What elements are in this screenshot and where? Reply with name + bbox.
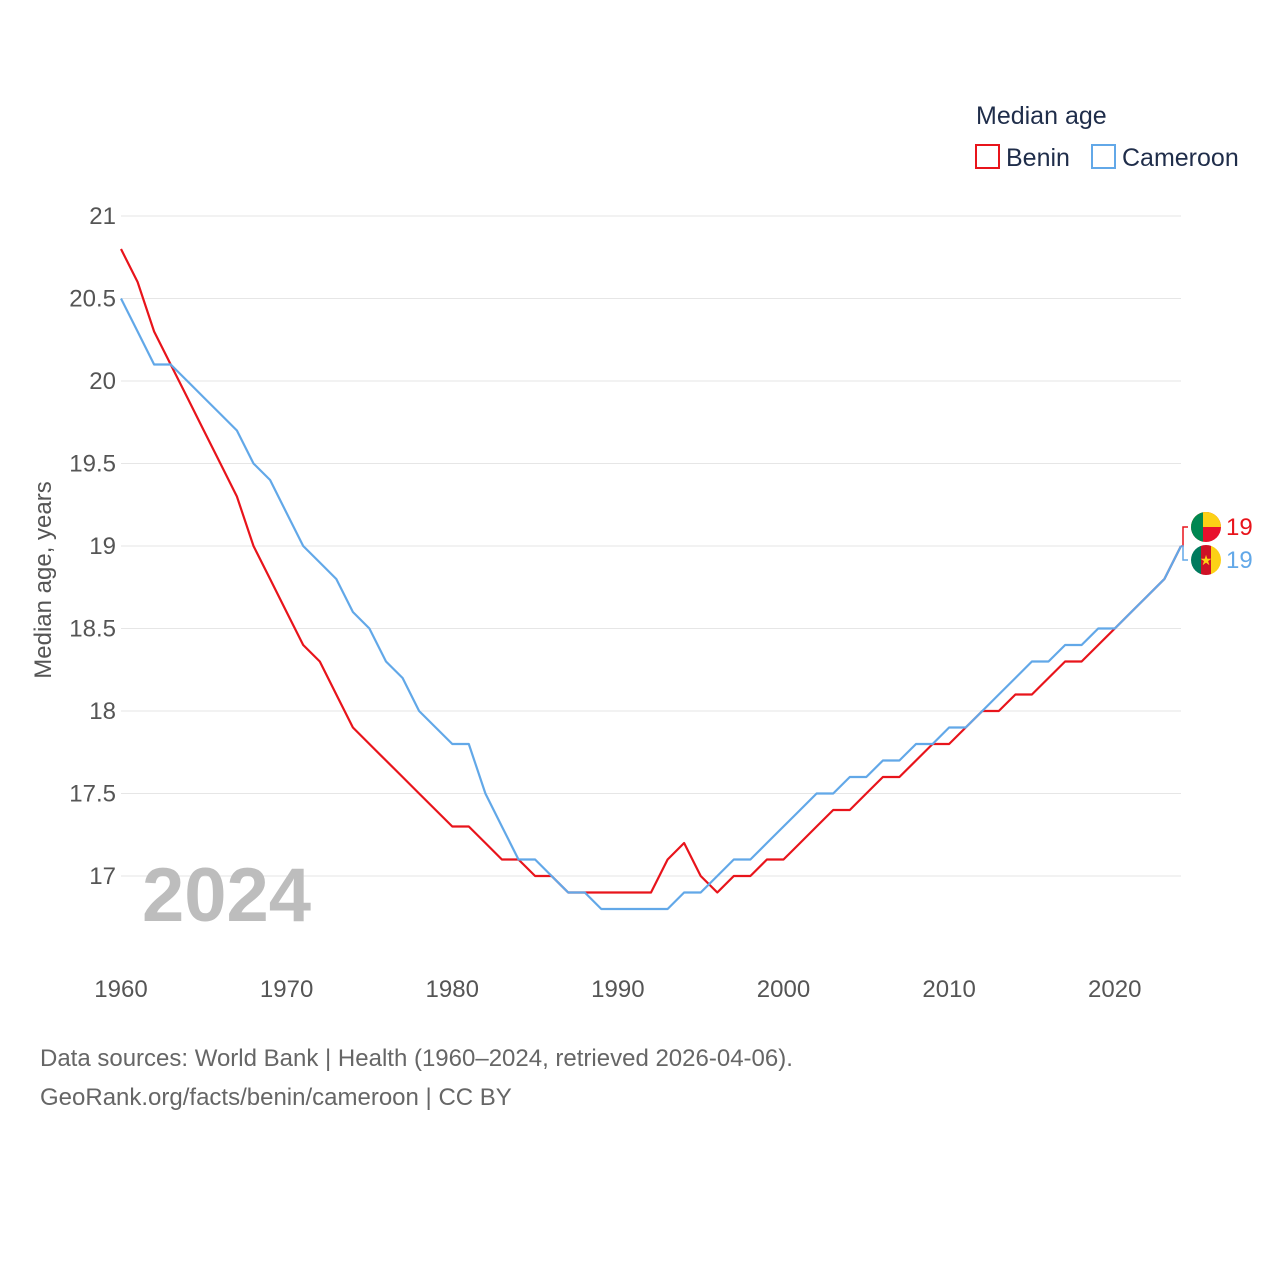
end-label-cameroon: 19 bbox=[1226, 547, 1253, 574]
x-tick-label: 1970 bbox=[260, 976, 313, 1003]
x-tick-label: 2000 bbox=[757, 976, 810, 1003]
cameroon-flag: ★ bbox=[1191, 545, 1221, 575]
y-tick-label: 18.5 bbox=[69, 616, 116, 643]
y-axis-label: Median age, years bbox=[30, 481, 57, 678]
legend-swatch-benin[interactable] bbox=[975, 144, 1000, 169]
end-label-benin: 19 bbox=[1226, 514, 1253, 541]
star-icon: ★ bbox=[1200, 553, 1213, 569]
x-tick-label: 2010 bbox=[922, 976, 975, 1003]
y-tick-label: 20 bbox=[89, 368, 116, 395]
x-tick-label: 1990 bbox=[591, 976, 644, 1003]
legend-title: Median age bbox=[976, 102, 1107, 130]
year-watermark: 2024 bbox=[142, 853, 311, 938]
legend: Median age Benin Cameroon bbox=[975, 102, 1239, 172]
y-tick-label: 20.5 bbox=[69, 286, 116, 313]
y-axis-ticks: 17 17.5 18 18.5 19 19.5 20 20.5 21 bbox=[69, 203, 116, 890]
y-tick-label: 18 bbox=[89, 698, 116, 725]
benin-flag bbox=[1191, 512, 1221, 542]
x-tick-label: 1960 bbox=[94, 976, 147, 1003]
y-tick-label: 21 bbox=[89, 203, 116, 230]
y-tick-label: 19 bbox=[89, 533, 116, 560]
series-lines bbox=[120, 248, 1182, 911]
x-tick-label: 1980 bbox=[426, 976, 479, 1003]
connector-cameroon bbox=[1181, 545, 1188, 561]
grid-lines bbox=[121, 215, 1181, 877]
legend-swatch-cameroon[interactable] bbox=[1091, 144, 1116, 169]
footer-sources: Data sources: World Bank | Health (1960–… bbox=[40, 1045, 793, 1072]
x-axis-ticks: 1960 1970 1980 1990 2000 2010 2020 bbox=[94, 976, 1141, 1003]
legend-label-cameroon[interactable]: Cameroon bbox=[1122, 144, 1239, 172]
legend-label-benin[interactable]: Benin bbox=[1006, 144, 1070, 172]
footer-credit: GeoRank.org/facts/benin/cameroon | CC BY bbox=[40, 1084, 512, 1111]
line-cameroon bbox=[120, 298, 1182, 911]
y-tick-label: 17.5 bbox=[69, 781, 116, 808]
connector-benin bbox=[1181, 526, 1188, 547]
y-tick-label: 19.5 bbox=[69, 451, 116, 478]
y-tick-label: 17 bbox=[89, 863, 116, 890]
line-benin bbox=[120, 248, 1182, 894]
end-markers: 19 ★ 19 bbox=[1181, 512, 1253, 575]
x-tick-label: 2020 bbox=[1088, 976, 1141, 1003]
